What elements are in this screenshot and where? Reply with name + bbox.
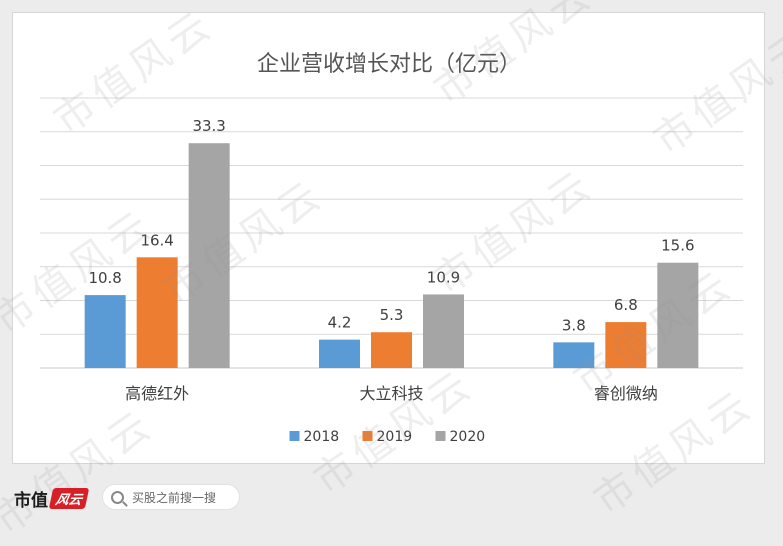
data-label: 15.6 <box>661 237 694 255</box>
bars <box>84 143 699 368</box>
bar-2020-大立科技 <box>423 294 464 368</box>
bar-2018-高德红外 <box>84 295 126 368</box>
brand-logo[interactable]: 市值 风云 <box>14 486 90 511</box>
data-label: 6.8 <box>614 296 638 314</box>
bar-chart: 企业营收增长对比（亿元） 10.8 16.4 33.3 4.2 5.3 10.9 3.8 6.… <box>40 52 743 445</box>
search-placeholder: 买股之前搜一搜 <box>132 490 217 505</box>
bar-2020-高德红外 <box>188 143 230 368</box>
bar-2018-大立科技 <box>319 339 360 368</box>
data-label: 16.4 <box>140 231 173 249</box>
data-label: 4.2 <box>328 314 352 332</box>
legend-label-2020: 2020 <box>450 429 486 445</box>
bar-2019-大立科技 <box>371 332 412 368</box>
data-label: 10.8 <box>88 269 121 287</box>
legend-swatch-2020 <box>435 431 446 441</box>
bar-2019-高德红外 <box>136 257 178 368</box>
legend-swatch-2019 <box>362 431 373 441</box>
data-label: 10.9 <box>427 268 460 286</box>
data-label: 5.3 <box>380 306 404 324</box>
x-tick-label: 大立科技 <box>359 384 423 403</box>
data-labels: 10.8 16.4 33.3 4.2 5.3 10.9 3.8 6.8 15.6 <box>88 117 694 334</box>
brand-mark: 风云 <box>48 488 90 509</box>
footer-bar: 市值 风云 买股之前搜一搜 <box>0 464 783 522</box>
search-icon <box>111 490 124 504</box>
data-label: 3.8 <box>562 316 586 334</box>
x-axis-labels: 高德红外 大立科技 睿创微纳 <box>125 384 658 403</box>
chart-card: 企业营收增长对比（亿元） 10.8 16.4 33.3 4.2 5.3 10.9 3.8 6.… <box>12 12 765 464</box>
legend-label-2018: 2018 <box>304 429 340 445</box>
data-label: 33.3 <box>192 117 225 135</box>
bar-2020-睿创微纳 <box>657 262 699 368</box>
brand-text: 市值 <box>14 491 48 511</box>
chart-title: 企业营收增长对比（亿元） <box>257 52 521 77</box>
bar-2018-睿创微纳 <box>553 342 595 368</box>
legend-swatch-2018 <box>289 431 300 441</box>
bar-2019-睿创微纳 <box>605 322 647 368</box>
x-tick-label: 高德红外 <box>125 384 189 403</box>
legend: 2018 2019 2020 <box>289 429 486 445</box>
search-input[interactable]: 买股之前搜一搜 <box>102 484 240 510</box>
legend-label-2019: 2019 <box>377 429 413 445</box>
x-tick-label: 睿创微纳 <box>594 384 658 403</box>
